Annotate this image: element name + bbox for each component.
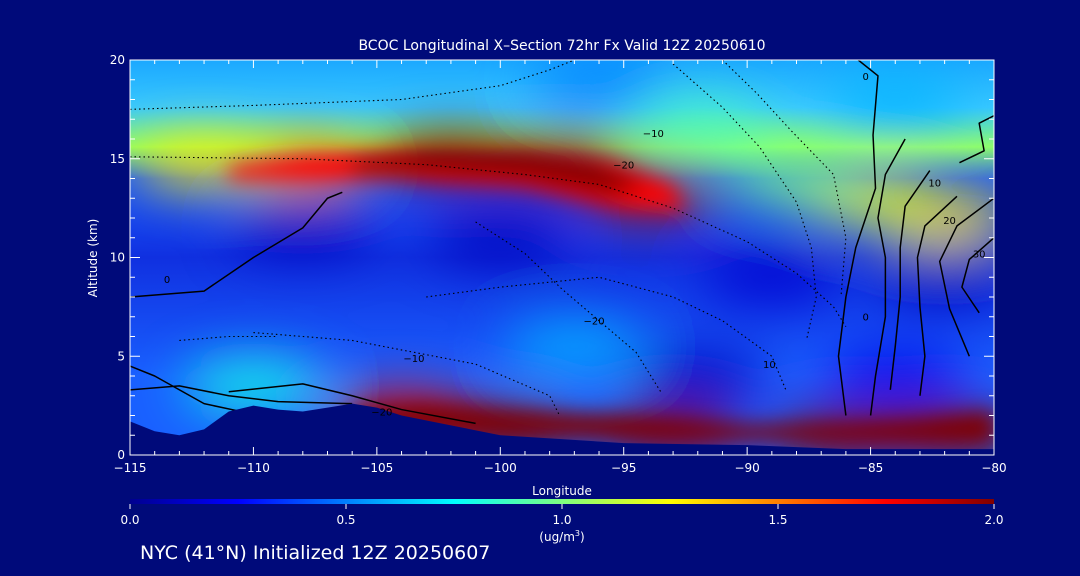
contour-label: −10 xyxy=(643,129,664,140)
x-tick-label: −100 xyxy=(484,461,517,475)
positive-contour-line xyxy=(889,170,931,390)
concentration-feature xyxy=(504,320,645,373)
colorbar-ticks: 0.0 0.5 1.0 1.5 2.0 xyxy=(120,504,1004,527)
colorbar-tick-label: 0.5 xyxy=(336,513,355,527)
negative-contour-line xyxy=(672,63,817,341)
concentration-feature xyxy=(183,359,324,412)
upper-plume-core xyxy=(352,150,649,195)
surface-plume-band xyxy=(352,403,994,444)
positive-contour-line xyxy=(916,195,958,396)
contour-label: 0 xyxy=(862,72,868,83)
colorbar-tick-label: 0.0 xyxy=(120,513,139,527)
contour-label: 10 xyxy=(763,360,776,371)
x-tick-label: −105 xyxy=(360,461,393,475)
negative-contour-line xyxy=(130,156,847,327)
y-tick-label: 10 xyxy=(110,251,125,265)
concentration-feature xyxy=(825,350,966,402)
temperature-contours xyxy=(130,60,994,425)
positive-contour-line xyxy=(130,191,343,298)
y-axis-label: Altitude (km) xyxy=(86,219,100,298)
x-tick-label: −85 xyxy=(858,461,883,475)
contour-label: −20 xyxy=(613,161,634,172)
positive-contour-line xyxy=(228,383,476,425)
x-tick-label: −80 xyxy=(981,461,1006,475)
negative-contour-line xyxy=(179,335,279,341)
concentration-feature xyxy=(701,251,842,304)
colorbar-tick-label: 1.0 xyxy=(552,513,571,527)
concentration-feature xyxy=(430,211,571,264)
y-tick-label: 0 xyxy=(117,448,125,462)
colorbar: 0.0 0.5 1.0 1.5 2.0 (ug/m3) xyxy=(120,499,1004,544)
x-axis-label: Longitude xyxy=(532,484,592,498)
colorbar-tick-label: 1.5 xyxy=(768,513,787,527)
contour-label: 10 xyxy=(928,178,941,189)
positive-contour-line xyxy=(130,385,353,405)
positive-contour-line xyxy=(869,138,906,416)
concentration-feature xyxy=(627,350,768,402)
x-tick-label: −115 xyxy=(114,461,147,475)
plot-area: 0 −10 −20 10 20 30 0 −20 −10 10 0 −20 xyxy=(130,60,994,455)
contour-label: 0 xyxy=(862,313,868,324)
concentration-feature xyxy=(529,60,670,106)
contour-labels: 0 −10 −20 10 20 30 0 −20 −10 10 0 −20 xyxy=(164,72,986,419)
y-tick-label: 15 xyxy=(110,152,125,166)
positive-contour-line xyxy=(959,114,994,164)
positive-contour-line xyxy=(837,60,879,416)
init-caption: NYC (41°N) Initialized 12Z 20250607 xyxy=(140,542,491,564)
colorbar-ramp xyxy=(130,499,994,504)
contour-label: −20 xyxy=(371,408,392,419)
colorbar-tick-label: 2.0 xyxy=(984,513,1003,527)
concentration-bands xyxy=(228,148,994,444)
x-tick-label: −95 xyxy=(611,461,636,475)
colorbar-units: (ug/m3) xyxy=(539,529,584,544)
contour-label: 0 xyxy=(164,275,170,286)
concentration-feature xyxy=(726,152,867,205)
concentration-feature xyxy=(627,103,768,156)
contour-label: −10 xyxy=(403,354,424,365)
positive-contour-line xyxy=(961,237,994,314)
concentration-feature xyxy=(134,136,275,189)
chart-title: BCOC Longitudinal X–Section 72hr Fx Vali… xyxy=(358,38,765,54)
contour-label: −20 xyxy=(584,317,605,328)
y-tick-label: 5 xyxy=(117,349,125,363)
x-tick-label: −90 xyxy=(734,461,759,475)
contour-label: 30 xyxy=(973,250,986,261)
x-tick-label: −110 xyxy=(237,461,270,475)
positive-contour-line xyxy=(938,197,994,357)
negative-contour-line xyxy=(130,60,575,110)
positive-contour-line xyxy=(130,365,242,413)
contour-label: 20 xyxy=(943,216,956,227)
terrain-mask xyxy=(130,403,994,455)
y-tick-label: 20 xyxy=(110,53,125,67)
concentration-feature xyxy=(825,73,966,126)
